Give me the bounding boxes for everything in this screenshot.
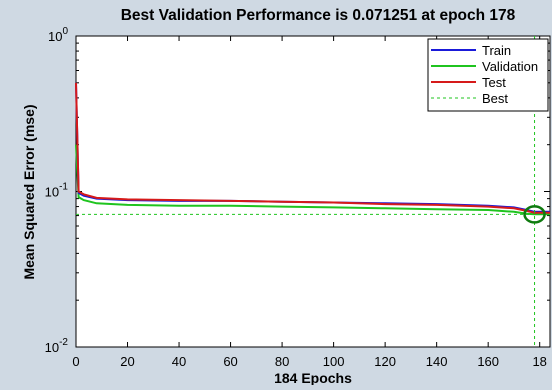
x-tick-label: 60	[223, 354, 237, 369]
series-lines	[75, 82, 550, 216]
y-tick-label: 10-2	[45, 337, 69, 355]
x-tick-label: 120	[374, 354, 396, 369]
legend-label-test: Test	[482, 75, 506, 90]
y-tick-labels: 100 10-1 10-2	[45, 26, 69, 355]
x-tick-label: 20	[120, 354, 134, 369]
x-tick-label: 40	[172, 354, 186, 369]
legend-label-train: Train	[482, 43, 511, 58]
series-validation-line	[75, 144, 550, 216]
x-tick-label: 140	[426, 354, 448, 369]
legend-label-best: Best	[482, 91, 508, 106]
y-tick-label: 100	[48, 26, 68, 44]
y-tick-label: 10-1	[45, 182, 69, 200]
x-tick-labels: 0 20 40 60 80 100 120 140 160 18	[72, 354, 547, 369]
best-marker	[523, 205, 546, 224]
x-tick-label: 80	[275, 354, 289, 369]
x-tick-label: 18	[532, 354, 546, 369]
x-axis-label: 184 Epochs	[274, 370, 352, 385]
y-axis-label: Mean Squared Error (mse)	[21, 104, 37, 279]
chart-title: Best Validation Performance is 0.071251 …	[121, 7, 516, 24]
legend-label-validation: Validation	[482, 59, 538, 74]
series-test-line	[75, 82, 550, 214]
x-tick-label: 160	[477, 354, 499, 369]
x-tick-label: 0	[72, 354, 79, 369]
best-marker-group	[76, 36, 550, 347]
x-tick-label: 100	[323, 354, 345, 369]
